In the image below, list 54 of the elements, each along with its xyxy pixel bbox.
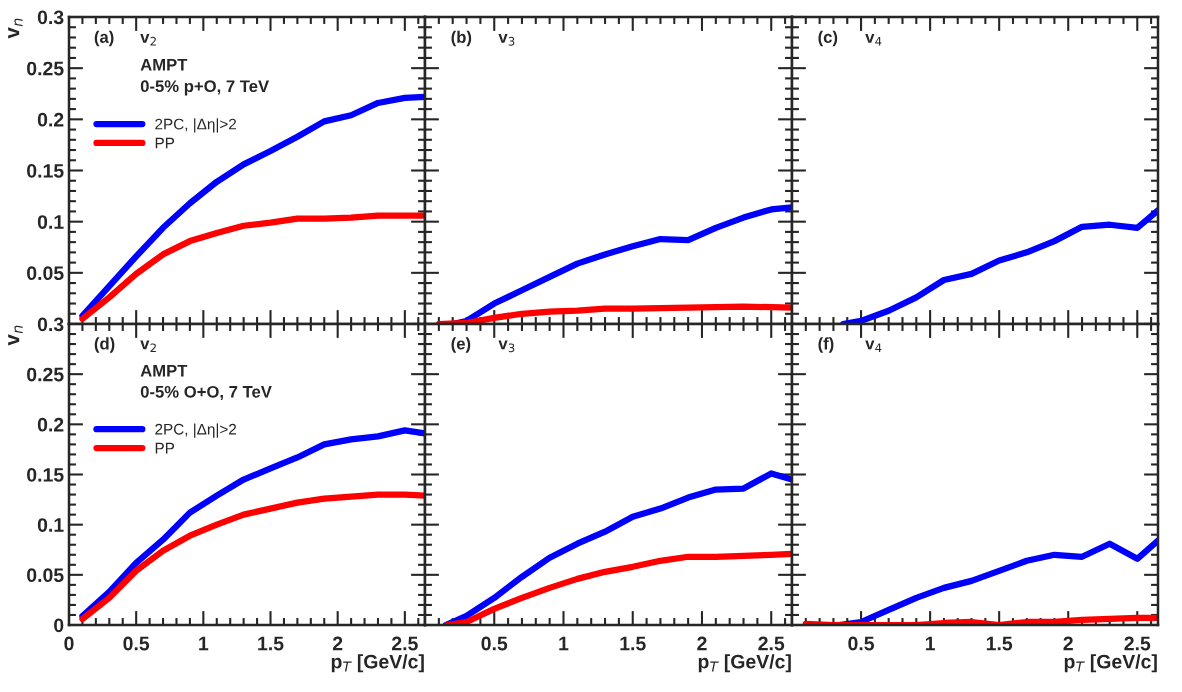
annotation: v$_{3}$: [498, 33, 515, 46]
annotation: 0-5% p+O, 7 TeV: [140, 80, 269, 96]
x-tick-label: 2: [332, 636, 343, 651]
x-tick-label: 2: [1063, 636, 1073, 651]
x-tick-label: 2: [697, 636, 707, 651]
annotation: v$_{3}$: [498, 340, 515, 353]
x-tick-label: 1.5: [258, 636, 284, 651]
y-tick-label: 0.25: [27, 367, 64, 382]
annotation: (e): [451, 337, 471, 353]
y-tick-label: 0.05: [27, 266, 64, 281]
y-tick-label: 0.3: [37, 10, 64, 25]
y-tick-label: 0.1: [37, 215, 64, 229]
x-tick-label: 1: [199, 636, 209, 651]
annotation: AMPT: [140, 365, 188, 377]
y-tick-label: 0.15: [27, 467, 64, 482]
x-tick-label: 1: [559, 636, 569, 651]
annotation: v$_{4}$: [865, 33, 882, 46]
x-tick-label: 0: [64, 636, 74, 651]
legend-label: PP: [155, 137, 175, 149]
y-tick-label: 0.15: [27, 163, 64, 178]
annotation: (b): [451, 30, 472, 47]
x-tick-label: 1: [925, 636, 935, 651]
x-tick-label: 2.5: [758, 636, 785, 651]
y-tick-label: 0: [54, 618, 64, 633]
x-axis-title: p$_{T}$ [GeV/c]: [331, 654, 424, 673]
y-tick-label: 0.3: [37, 317, 64, 332]
x-tick-label: 1.5: [986, 636, 1013, 651]
y-tick-label: 0.2: [37, 417, 64, 432]
y-tick-label: 0.2: [37, 112, 64, 127]
x-axis-title: p$_{T}$ [GeV/c]: [698, 654, 791, 673]
x-tick-label: 0.5: [481, 636, 508, 651]
x-tick-label: 0.5: [123, 636, 150, 651]
annotation: v$_{4}$: [865, 340, 882, 353]
y-tick-label: 0.05: [27, 568, 64, 583]
x-tick-label: 1.5: [620, 636, 646, 651]
y-axis-title: v$_{n}$: [8, 18, 23, 39]
legend-label: 2PC, |Δη|>2: [155, 423, 237, 438]
x-axis-title: p$_{T}$ [GeV/c]: [1064, 654, 1157, 673]
x-tick-label: 2.5: [392, 636, 418, 651]
y-axis-title: v$_{n}$: [8, 325, 23, 346]
annotation: (f): [818, 337, 834, 353]
annotation: v$_{2}$: [140, 33, 156, 46]
annotation: (c): [818, 30, 838, 47]
annotation: 0-5% O+O, 7 TeV: [140, 385, 272, 401]
y-tick-label: 0.1: [37, 518, 64, 532]
legend-label: 2PC, |Δη|>2: [155, 118, 237, 133]
x-tick-label: 2.5: [1124, 636, 1151, 651]
annotation: (a): [94, 30, 114, 47]
annotation: v$_{2}$: [140, 340, 156, 353]
annotation: AMPT: [140, 58, 188, 71]
annotation: (d): [94, 337, 115, 353]
x-tick-label: 0.5: [848, 636, 875, 651]
y-tick-label: 0.25: [27, 61, 64, 76]
legend-label: PP: [155, 442, 175, 454]
